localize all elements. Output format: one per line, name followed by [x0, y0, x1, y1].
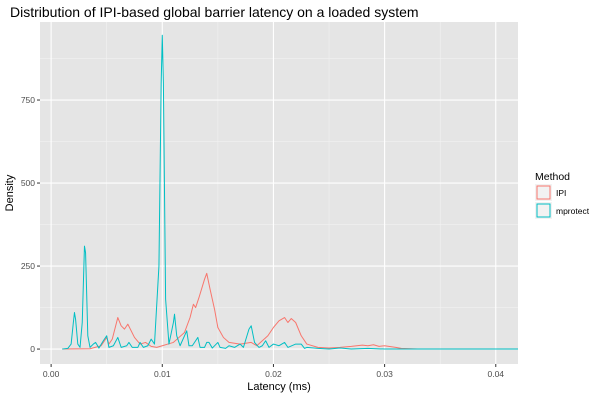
legend-swatch: [536, 203, 551, 218]
legend-label: mprotect: [556, 206, 590, 216]
y-axis-title: Density: [4, 174, 16, 211]
y-tick-label: 0: [30, 344, 35, 354]
legend-key: [535, 184, 552, 201]
legend-key: [535, 202, 552, 219]
minor-gridlines: [40, 22, 518, 364]
density-lines: [62, 34, 518, 350]
legend-title: Method: [535, 171, 570, 183]
x-tick-label: 0.04: [487, 369, 504, 379]
chart-title: Distribution of IPI-based global barrier…: [10, 4, 419, 20]
legend: Method IPI mprotect: [535, 171, 590, 219]
x-axis: 0.00 0.01 0.02 0.03 0.04: [43, 364, 504, 379]
x-tick-label: 0.00: [43, 369, 60, 379]
y-axis: 0 250 500 750: [21, 95, 40, 354]
series-line-ipi: [62, 272, 518, 350]
legend-item-mprotect: mprotect: [535, 202, 590, 219]
legend-label: IPI: [556, 188, 566, 198]
x-tick-label: 0.02: [265, 369, 282, 379]
legend-item-ipi: IPI: [535, 184, 566, 201]
y-tick-label: 750: [21, 95, 35, 105]
x-tick-label: 0.03: [376, 369, 393, 379]
x-tick-label: 0.01: [154, 369, 171, 379]
series-line-mprotect: [62, 34, 518, 350]
x-axis-title: Latency (ms): [247, 381, 311, 393]
plot-panel: [40, 22, 518, 364]
legend-swatch: [536, 185, 551, 200]
y-tick-label: 250: [21, 261, 35, 271]
legend-items: IPI mprotect: [535, 184, 590, 219]
y-tick-label: 500: [21, 178, 35, 188]
